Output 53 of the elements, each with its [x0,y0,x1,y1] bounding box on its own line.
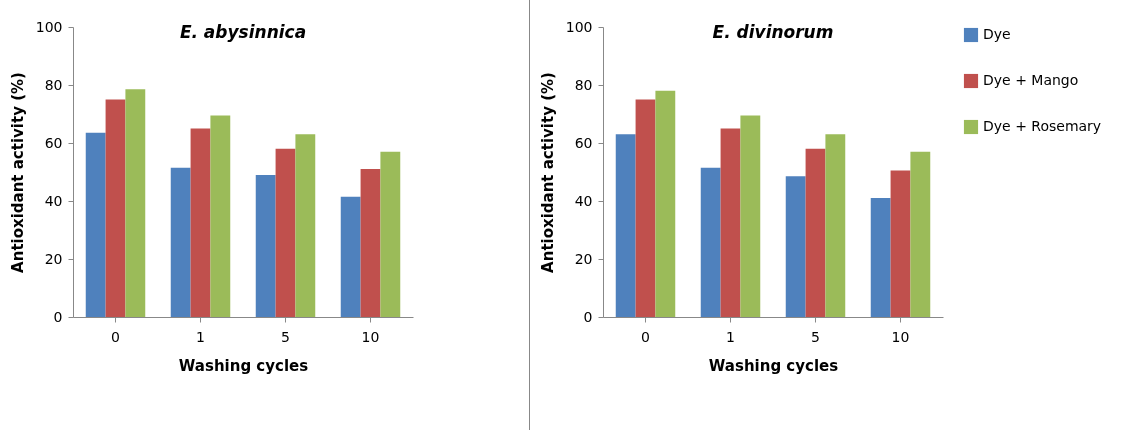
y-axis-title: Antioxidant activity (%) [538,72,557,273]
bar [890,170,911,317]
bar [295,134,316,317]
y-tick-label: 80 [44,76,63,93]
bar [740,115,761,317]
bar [360,169,381,317]
y-tick-label: 0 [583,308,593,325]
bar [170,167,191,317]
x-tick-label: 0 [641,328,650,345]
bar [380,151,401,317]
y-tick-label: 20 [574,250,593,267]
bar [805,148,826,317]
bar [340,196,361,317]
bar [825,134,846,317]
x-axis-title: Washing cycles [708,356,839,375]
chart-title: E. divinorum [712,22,834,42]
y-tick-label: 100 [565,18,593,35]
x-axis-title: Washing cycles [178,356,309,375]
y-tick-label: 80 [574,76,593,93]
legend-label: Dye + Mango [983,72,1079,88]
x-tick-label: 1 [196,328,205,345]
x-tick-label: 5 [281,328,290,345]
y-tick-label: 60 [44,134,63,151]
y-tick-label: 0 [53,308,63,325]
y-tick-label: 20 [44,250,63,267]
bar [910,151,931,317]
y-axis-title: Antioxidant activity (%) [8,72,27,273]
bar [85,132,106,317]
bar [635,99,656,317]
bar [700,167,721,317]
y-tick-label: 40 [574,192,593,209]
legend-label: Dye [983,26,1011,42]
x-tick-label: 0 [111,328,120,345]
x-tick-label: 10 [361,328,380,345]
bar [870,198,891,317]
x-tick-label: 10 [891,328,910,345]
bar [720,128,741,317]
bar [275,148,296,317]
bar [210,115,231,317]
bar [105,99,126,317]
bar [615,134,636,317]
chart-title: E. abysinnica [179,22,307,42]
bar [655,90,676,317]
bar [190,128,211,317]
y-tick-label: 40 [44,192,63,209]
legend-label: Dye + Rosemary [983,118,1102,134]
bar [785,176,806,317]
y-tick-label: 100 [35,18,63,35]
x-tick-label: 5 [811,328,820,345]
y-tick-label: 60 [574,134,593,151]
bar [125,89,146,317]
x-tick-label: 1 [726,328,735,345]
bar [255,174,276,317]
